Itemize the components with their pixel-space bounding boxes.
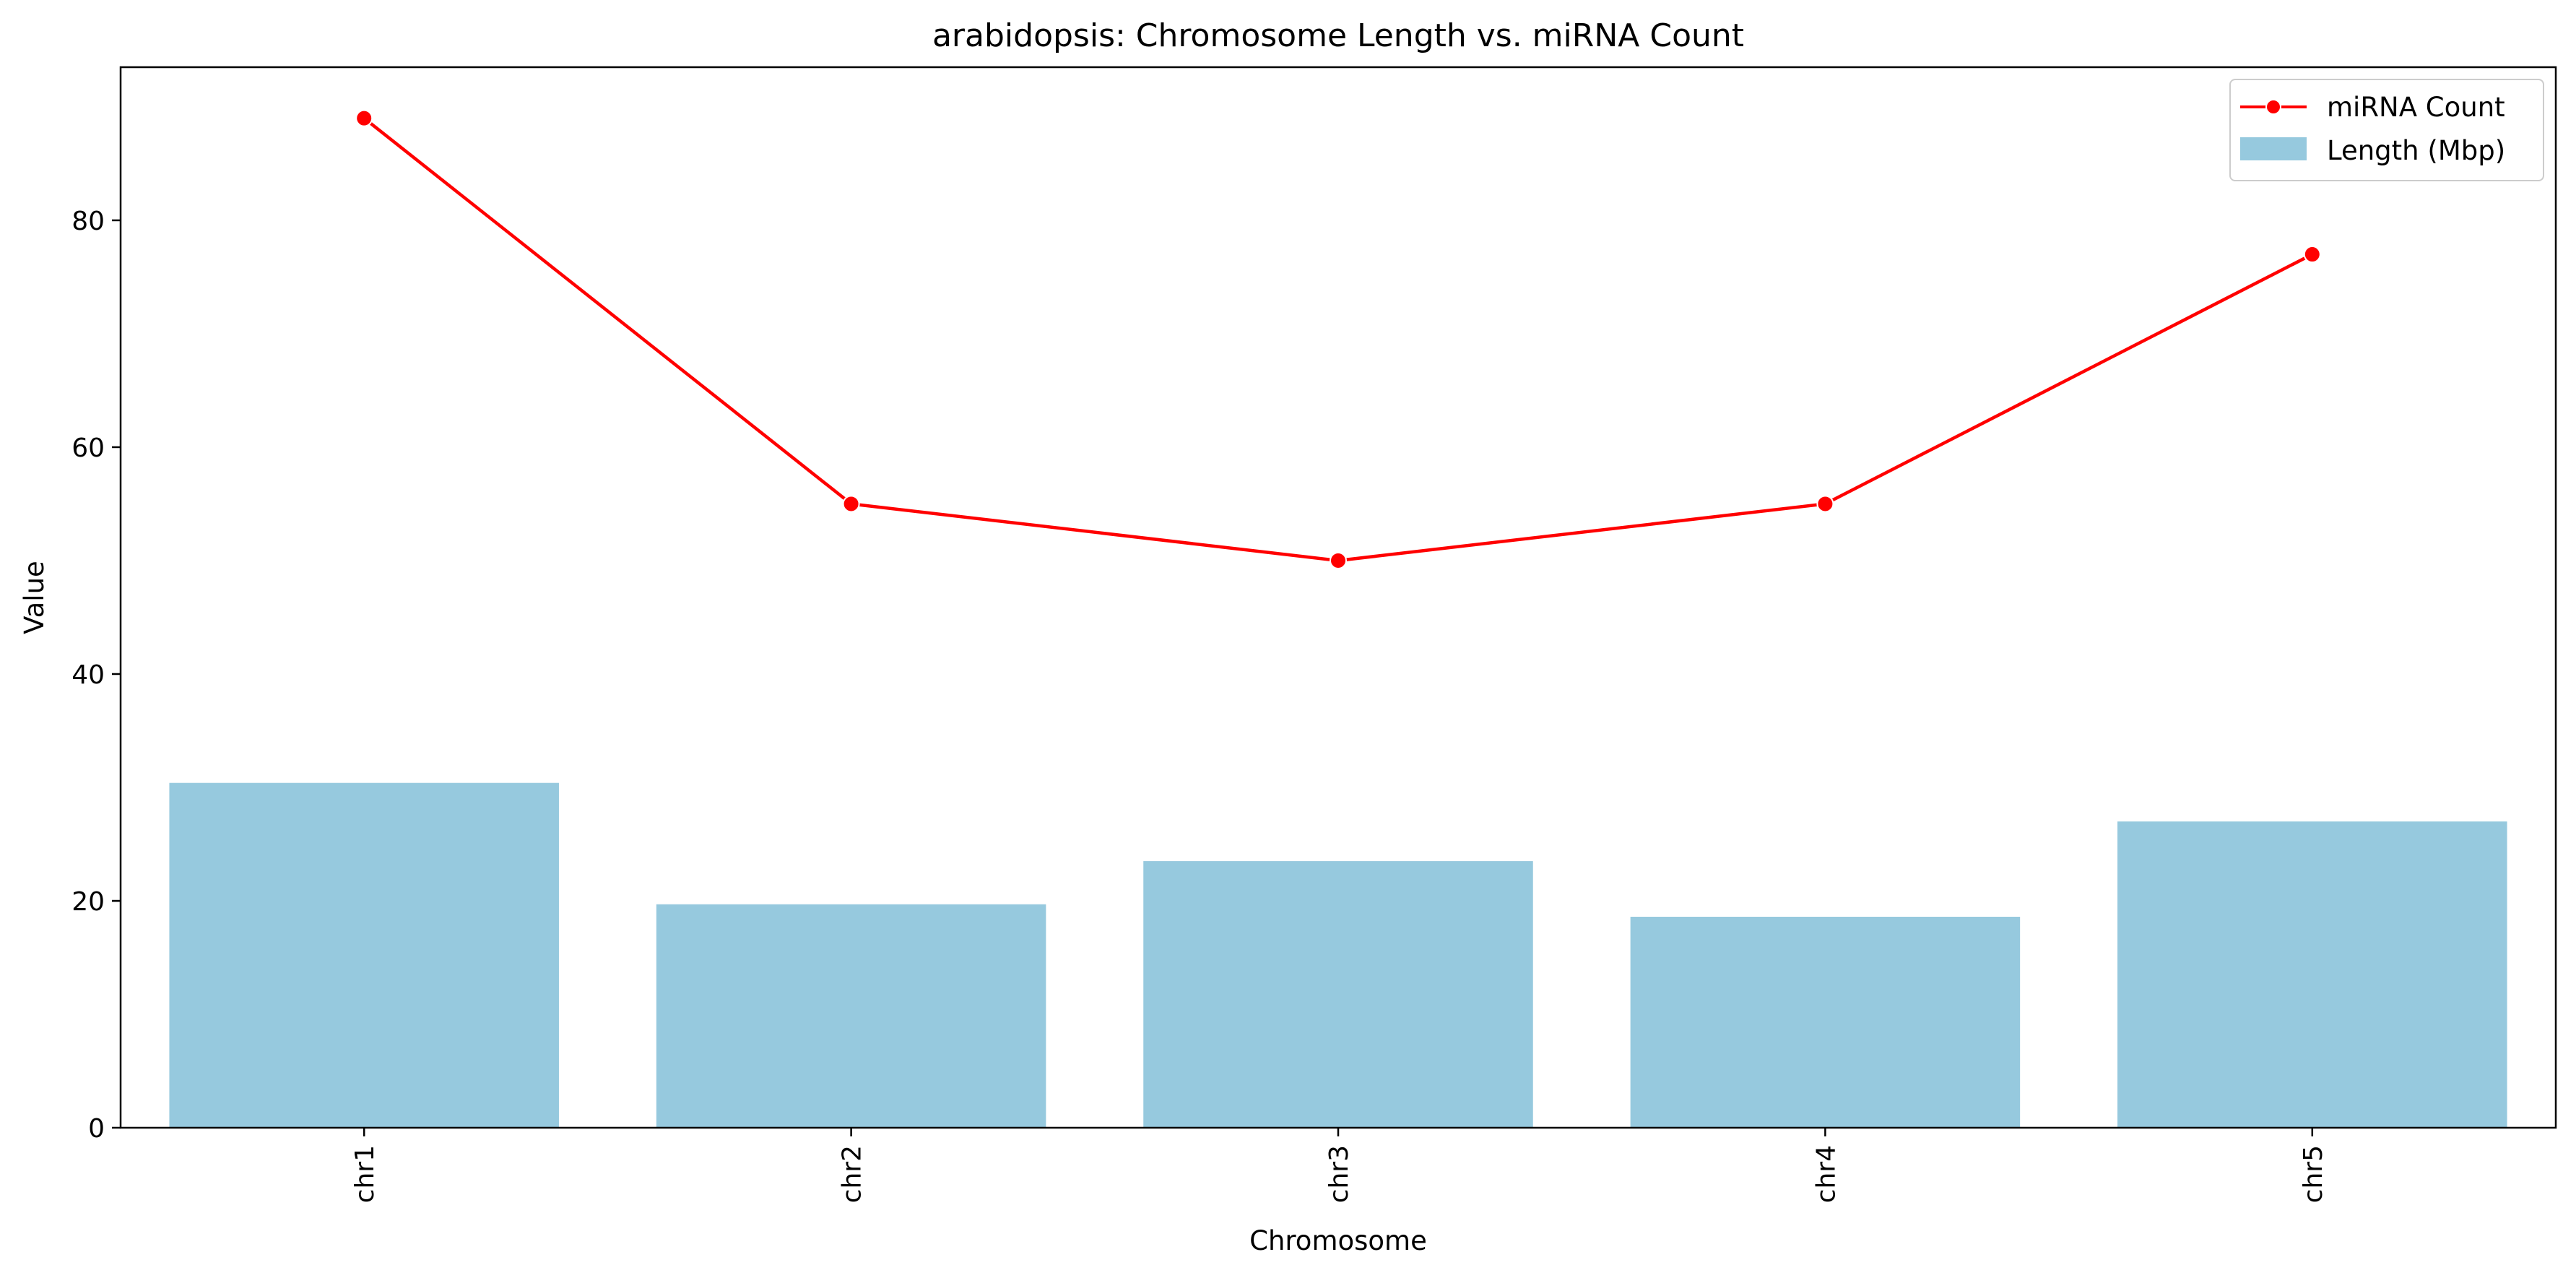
legend-bar-swatch [2240,137,2307,160]
legend-marker-swatch [2265,99,2281,115]
bar-chr4 [1630,916,2021,1128]
x-tick-label-chr3: chr3 [1324,1145,1354,1203]
line-series-group [355,109,2321,569]
point-chr1 [355,109,373,127]
x-tick-label-chr4: chr4 [1811,1145,1841,1203]
y-tick-label: 60 [71,433,105,463]
y-axis-label: Value [19,561,50,634]
x-tick-label-chr1: chr1 [350,1145,380,1203]
x-tick-label-chr2: chr2 [838,1145,867,1203]
bars-group [169,782,2507,1128]
legend: miRNA Count Length (Mbp) [2229,79,2544,181]
bar-chr1 [169,782,559,1128]
point-chr2 [842,495,860,513]
bar-chr5 [2117,821,2507,1128]
y-tick-label: 40 [71,660,105,690]
point-chr5 [2303,246,2321,264]
y-tick-label: 80 [71,207,105,236]
y-tick-label: 20 [71,887,105,917]
legend-label-mirna: miRNA Count [2327,92,2505,123]
x-axis-label: Chromosome [1249,1225,1427,1256]
bar-chr2 [656,904,1046,1128]
legend-frame [2229,79,2544,181]
point-chr3 [1330,551,1347,569]
chart-title: arabidopsis: Chromosome Length vs. miRNA… [932,17,1744,54]
y-axis: 0 20 40 60 80 [71,207,121,1144]
x-axis: chr1 chr2 chr3 chr4 chr5 [350,1128,2328,1203]
x-tick-label-chr5: chr5 [2299,1145,2328,1203]
y-tick-label: 0 [88,1114,105,1144]
legend-label-length: Length (Mbp) [2327,135,2505,166]
bar-chr3 [1143,861,1533,1128]
point-chr4 [1816,495,1834,513]
